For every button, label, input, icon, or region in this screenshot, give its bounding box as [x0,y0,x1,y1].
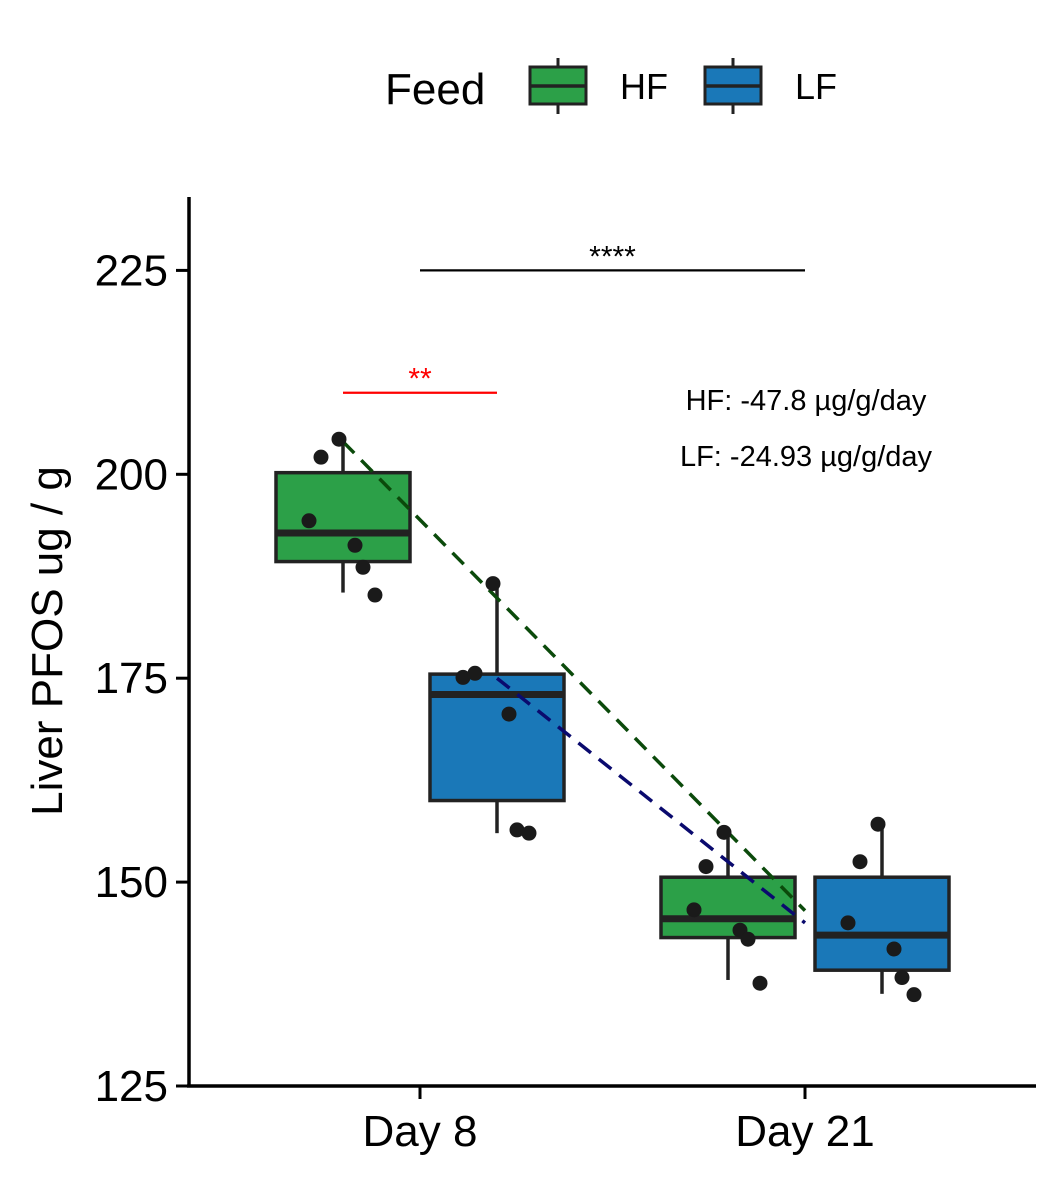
lf-day-8-point-0 [485,576,501,592]
boxes-layer [274,437,951,994]
y-tick-label-225: 225 [95,246,168,295]
lf-day-8-point-3 [501,706,517,722]
y-tick-label-200: 200 [95,450,168,499]
hf-day-21-box [659,875,797,940]
hf-day-8-point-2 [301,513,317,529]
trend-line-hf [341,440,807,912]
lf-day-21-point-1 [852,854,868,870]
annotation-lf-rate: LF: -24.93 µg/g/day [680,441,933,473]
lf-day-21-point-3 [886,941,902,957]
annotation-hf-rate: HF: -47.8 µg/g/day [686,385,927,417]
legend-label-lf: LF [795,66,837,107]
hf-day-8-point-5 [367,587,383,603]
trend-line-lf [495,676,807,925]
y-tick-label-150: 150 [95,858,168,907]
lf-day-21-point-0 [870,816,886,832]
points-layer [301,431,922,1003]
significance-layer: ****** [343,240,805,396]
lf-day-8-point-5 [521,825,537,841]
y-axis-ticks: 125 150 175 200 225 [95,246,189,1111]
hf-day-8-box [274,470,412,564]
lf-day-21-point-4 [894,970,910,986]
hf-day-21-point-1 [698,859,714,875]
legend-title: Feed [385,65,485,114]
lf-day-8-point-4 [509,822,525,838]
significance-label-0: **** [589,240,636,273]
significance-label-1: ** [408,363,432,396]
x-tick-label-day-21: Day 21 [735,1107,874,1156]
legend: Feed HF LF [385,58,837,114]
hf-day-8-point-0 [331,431,347,447]
legend-items: HF LF [528,58,837,114]
trend-layer [341,440,807,925]
lf-day-21-box [813,875,951,972]
hf-day-21-point-4 [740,931,756,947]
legend-label-hf: HF [620,66,668,107]
y-tick-label-175: 175 [95,654,168,703]
lf-day-21-point-2 [840,915,856,931]
hf-day-8-point-4 [355,559,371,575]
hf-day-21-point-5 [752,975,768,991]
hf-day-21-point-0 [716,824,732,840]
hf-day-8-point-1 [313,449,329,465]
hf-day-21-point-2 [686,902,702,918]
hf-day-8-point-3 [347,537,363,553]
x-tick-label-day-8: Day 8 [363,1107,478,1156]
lf-day-8-point-2 [455,669,471,685]
lf-day-8-point-1 [467,665,483,681]
lf-day-21-point-5 [906,987,922,1003]
x-axis-ticks: Day 8 Day 21 [363,1086,875,1156]
y-axis-title: Liver PFOS ug / g [23,466,72,816]
y-tick-label-125: 125 [95,1062,168,1111]
